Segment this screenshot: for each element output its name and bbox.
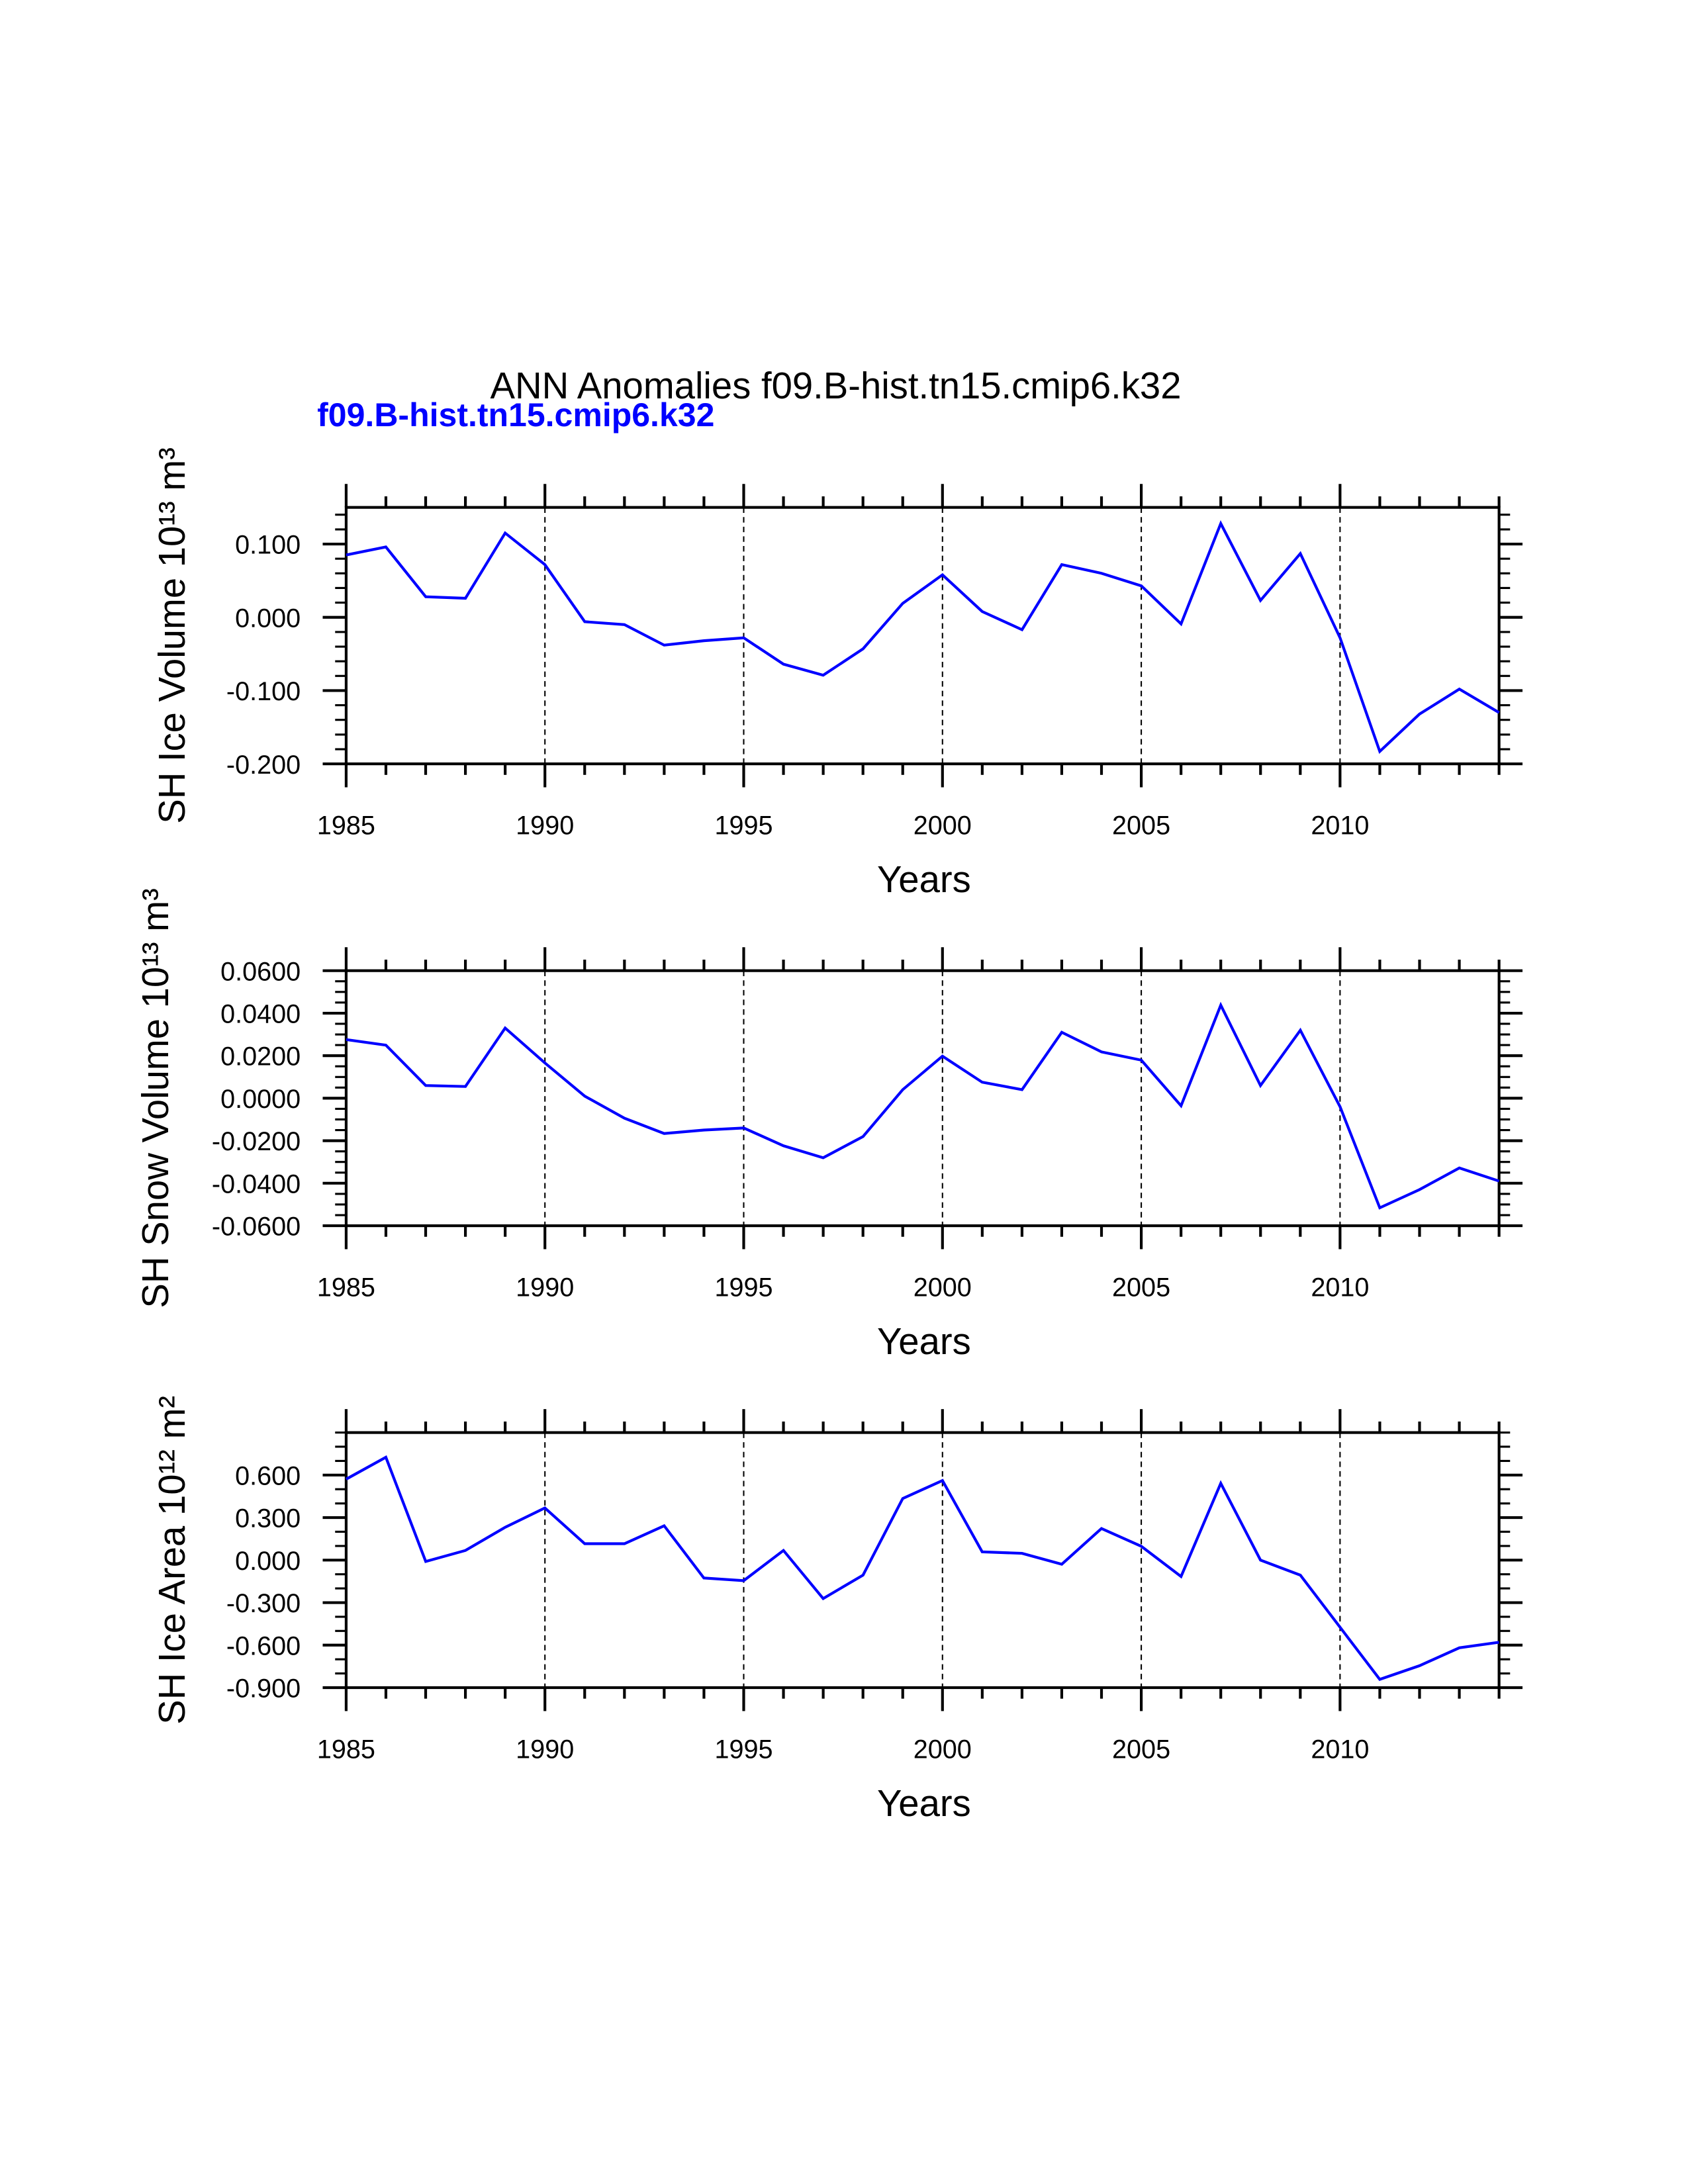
x-axis-label: Years bbox=[877, 1782, 971, 1824]
plot-frame bbox=[344, 506, 1501, 766]
y-tick-label: 0.100 bbox=[235, 531, 301, 560]
y-tick-label: -0.300 bbox=[226, 1589, 301, 1618]
panel-1: 0.100 0.000 -0.100 -0.200 1985 1990 1995 2000 20… bbox=[151, 447, 1523, 900]
y-tick-label: -0.0400 bbox=[212, 1169, 301, 1199]
x-tick-label: 2005 bbox=[1112, 811, 1170, 840]
x-tick-label: 1990 bbox=[516, 811, 574, 840]
series-line bbox=[346, 1001, 1500, 1210]
panel-2: 0.0600 0.0400 0.0200 0.0000 -0.0200 -0.0400 -0… bbox=[134, 888, 1523, 1362]
y-tick-label: 0.0000 bbox=[220, 1085, 301, 1114]
x-tick-label: 1995 bbox=[714, 1735, 773, 1764]
x-tick-label: 1990 bbox=[516, 1273, 574, 1302]
y-tick-label: 0.0200 bbox=[220, 1042, 301, 1071]
x-tick-label: 2000 bbox=[914, 1273, 972, 1302]
x-tick-label: 2000 bbox=[914, 1735, 972, 1764]
y-tick-label: -0.0200 bbox=[212, 1127, 301, 1156]
x-tick-label: 2000 bbox=[914, 811, 972, 840]
y-tick-label: -0.900 bbox=[226, 1674, 301, 1704]
y-tick-label: -0.100 bbox=[226, 677, 301, 706]
y-axis-label: SH Ice Volume 10¹³ m³ bbox=[151, 447, 193, 824]
x-tick-label: 1985 bbox=[317, 1735, 375, 1764]
y-tick-label: -0.600 bbox=[226, 1631, 301, 1661]
x-tick-label: 2005 bbox=[1112, 1735, 1170, 1764]
chart-title: ANN Anomalies f09.B-hist.tn15.cmip6.k32 bbox=[491, 365, 1182, 406]
x-tick-label: 2005 bbox=[1112, 1273, 1170, 1302]
series-line bbox=[346, 520, 1500, 754]
y-tick-label: 0.600 bbox=[235, 1461, 301, 1490]
series-line bbox=[345, 1455, 1499, 1681]
y-tick-label: 0.300 bbox=[235, 1504, 301, 1533]
y-tick-label: 0.000 bbox=[235, 1547, 301, 1576]
y-tick-label: 0.000 bbox=[235, 604, 301, 633]
y-axis-label: SH Ice Area 10¹² m² bbox=[151, 1396, 193, 1725]
x-tick-label: 1985 bbox=[317, 1273, 375, 1302]
y-tick-label: -0.200 bbox=[226, 751, 301, 780]
x-axis-label: Years bbox=[877, 858, 971, 900]
x-tick-label: 1990 bbox=[516, 1735, 574, 1764]
x-axis-label: Years bbox=[877, 1320, 971, 1362]
y-tick-label: 0.0400 bbox=[220, 999, 301, 1028]
plot-frame bbox=[344, 969, 1501, 1228]
y-tick-label: -0.0600 bbox=[212, 1212, 301, 1242]
x-tick-label: 1995 bbox=[714, 1273, 773, 1302]
y-tick-label: 0.0600 bbox=[220, 957, 301, 986]
x-tick-label: 2010 bbox=[1311, 1273, 1369, 1302]
panel-3: 0.600 0.300 0.000 -0.300 -0.600 -0.900 1985 199… bbox=[151, 1396, 1523, 1824]
plot-frame bbox=[344, 1431, 1501, 1690]
x-tick-label: 1995 bbox=[714, 811, 773, 840]
x-tick-label: 2010 bbox=[1311, 811, 1369, 840]
x-tick-label: 2010 bbox=[1311, 1735, 1369, 1764]
y-axis-label: SH Snow Volume 10¹³ m³ bbox=[134, 888, 176, 1308]
chart-subtitle: f09.B-hist.tn15.cmip6.k32 bbox=[317, 396, 714, 433]
x-tick-label: 1985 bbox=[317, 811, 375, 840]
